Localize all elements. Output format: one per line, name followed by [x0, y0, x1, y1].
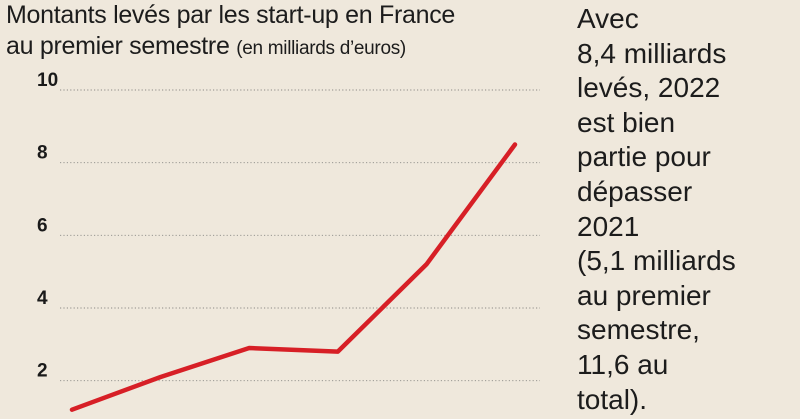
y-tick-label: 8 [37, 143, 48, 164]
y-axis-tick-labels: 2 4 6 8 10 [37, 70, 58, 382]
annotation-line: au premier [577, 279, 711, 311]
annotation-line: levés, 2022 [577, 72, 721, 104]
annotation-line: 11,6 au [577, 348, 669, 380]
y-tick-label: 10 [37, 70, 58, 91]
annotation-line: est bien [577, 106, 676, 138]
chart-gridlines [60, 89, 540, 382]
chart-title: Montants levés par les start-up en Franc… [6, 0, 546, 64]
annotation-line: (5,1 milliards [577, 245, 736, 277]
y-tick-label: 2 [37, 361, 48, 382]
annotation-line: Avec [577, 3, 639, 34]
line-chart: 2 4 6 8 10 [37, 70, 540, 412]
chart-title-line2-row: au premier semestre (en milliards d’euro… [6, 31, 546, 64]
annotation-line: semestre, [577, 314, 700, 346]
y-tick-label: 6 [37, 215, 48, 236]
annotation-line: dépasser [577, 175, 693, 207]
chart-subtitle: (en milliards d’euros) [236, 38, 406, 59]
series-line [69, 142, 518, 412]
annotation-line: partie pour [577, 141, 711, 173]
chart-title-line1: Montants levés par les start-up en Franc… [6, 1, 456, 29]
annotation-text: Avec 8,4 milliards levés, 2022 est bien part… [577, 2, 797, 417]
annotation-line: 2021 [577, 210, 640, 242]
chart-series [69, 142, 518, 412]
chart-title-line2: au premier semestre [6, 32, 230, 60]
annotation-line: 8,4 milliards [577, 37, 727, 69]
y-tick-label: 4 [37, 288, 48, 309]
annotation-line: total). [577, 383, 648, 415]
